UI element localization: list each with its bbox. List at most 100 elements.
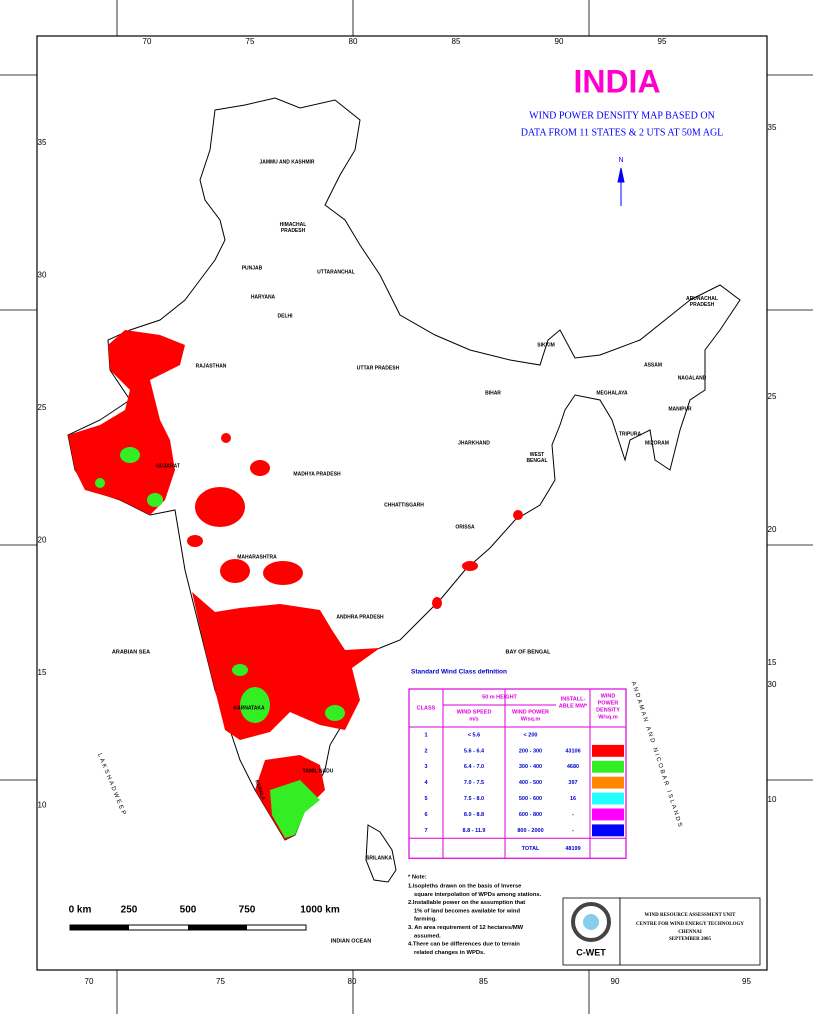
latitude-label: 10 <box>38 801 47 810</box>
class-2-zones <box>68 330 523 840</box>
longitude-label: 85 <box>452 37 461 46</box>
longitude-label: 90 <box>611 977 620 986</box>
place-label: SIKKIM <box>537 342 555 348</box>
table-cell: 3 <box>424 764 427 770</box>
zone <box>221 433 231 443</box>
place-label: HIMACHAL PRADESH <box>280 222 307 234</box>
color-swatch <box>592 760 624 773</box>
table-cell: 200 - 300 <box>519 748 542 754</box>
latitude-label: 30 <box>768 680 777 689</box>
table-header: 50 m HEIGHT <box>482 694 517 700</box>
longitude-label: 70 <box>85 977 94 986</box>
longitude-label: 80 <box>348 977 357 986</box>
longitude-label: 85 <box>479 977 488 986</box>
place-label: INDIAN OCEAN <box>331 938 371 944</box>
title: INDIA <box>573 63 660 99</box>
table-cell: 6 <box>424 812 427 818</box>
place-label: CHHATTISGARH <box>384 502 424 508</box>
zone <box>220 559 250 583</box>
latitude-label: 25 <box>768 392 777 401</box>
credit-line: SEPTEMBER 2005 <box>669 937 712 942</box>
zone <box>68 330 185 515</box>
scale-label: 0 km <box>69 905 92 916</box>
subtitle: DATA FROM 11 STATES & 2 UTS AT 50M AGL <box>521 127 724 138</box>
zone <box>147 493 163 507</box>
table-header-line: POWER <box>598 701 619 707</box>
table-cell: 397 <box>568 780 577 786</box>
place-label: PUNJAB <box>242 265 263 271</box>
note-line: farming. <box>414 917 437 923</box>
latitude-label: 30 <box>38 271 47 280</box>
credits-box <box>619 897 761 966</box>
place-label: DELHI <box>278 313 294 319</box>
north-arrow <box>617 167 625 206</box>
place-label-line: WEST <box>530 452 544 458</box>
place-label: SRILANKA <box>366 855 392 861</box>
table-header-line: INSTALL- <box>561 697 586 703</box>
table-header-line: DENSITY <box>596 708 620 714</box>
table-cell: 5.6 - 6.4 <box>464 748 485 754</box>
table-cell: 500 - 600 <box>519 796 542 802</box>
zone <box>270 780 320 838</box>
table-header-line: W/sq.m <box>598 715 618 721</box>
longitude-label: 90 <box>555 37 564 46</box>
table-cell: 1 <box>424 732 427 738</box>
credit-line: WIND RESOURCE ASSESSMENT UNIT <box>645 913 737 918</box>
longitude-label: 95 <box>742 977 751 986</box>
place-label-line: PRADESH <box>690 302 715 308</box>
longitude-label: 70 <box>143 37 152 46</box>
place-label: HARYANA <box>251 294 276 300</box>
note-line: 4.There can be differences due to terrai… <box>408 942 520 948</box>
color-swatch <box>592 792 624 805</box>
place-label: TAMIL NADU <box>303 768 334 774</box>
scale-label: 1000 km <box>300 905 340 916</box>
place-label: RAJASTHAN <box>196 363 227 369</box>
place-label: MEGHALAYA <box>596 390 628 396</box>
table-header: WIND POWER W/sq.m <box>512 710 549 723</box>
place-label: TRIPURA <box>619 431 642 437</box>
place-label: NAGALAND <box>678 375 707 381</box>
place-label: MADHYA PRADESH <box>293 471 341 477</box>
note-line: assumed. <box>414 933 441 939</box>
table-cell: 8.0 - 8.8 <box>464 812 484 818</box>
place-label: MANIPUR <box>668 406 692 412</box>
table-cell: 5 <box>424 796 427 802</box>
place-label: ARABIAN SEA <box>112 649 150 655</box>
wind-zones <box>68 330 523 840</box>
scale-bar-segment <box>70 925 129 930</box>
table-cell: 2 <box>424 748 427 754</box>
table-cell: 7 <box>424 828 427 834</box>
note-line: 1.Isopleths drawn on the basis of Invers… <box>408 884 522 890</box>
table-cell: 600 - 800 <box>519 812 542 818</box>
color-swatch <box>592 824 624 837</box>
subtitle: WIND POWER DENSITY MAP BASED ON <box>529 110 715 121</box>
content: INDIA WIND POWER DENSITY MAP BASED ON DATA… <box>38 37 777 986</box>
scale-label: 250 <box>121 905 138 916</box>
longitude-label: 75 <box>246 37 255 46</box>
logo-core <box>583 914 599 930</box>
note-line: 3. An area requirement of 12 hectares/MW <box>408 925 524 931</box>
place-label: ANDHRA PRADESH <box>336 614 384 620</box>
notes-heading: * Note: <box>408 875 427 881</box>
note-line: 1% of land becomes available for wind <box>414 908 520 914</box>
table-header-line: W/sq.m <box>521 717 541 723</box>
longitude-label: 75 <box>216 977 225 986</box>
table-cell: 6.4 - 7.0 <box>464 764 484 770</box>
logo-text: C-WET <box>576 947 606 957</box>
table-cell: 16 <box>570 796 576 802</box>
zone <box>95 478 105 488</box>
table-cell: 7.5 - 8.0 <box>464 796 484 802</box>
place-label: BAY OF BENGAL <box>506 649 552 655</box>
zone <box>120 447 140 463</box>
latitude-label: 35 <box>38 138 47 147</box>
table-header-line: m/s <box>469 717 478 723</box>
place-label: ARUNACHAL PRADESH <box>686 296 718 308</box>
latitude-label: 20 <box>38 536 47 545</box>
table-cell: - <box>572 812 574 818</box>
zone <box>232 664 248 676</box>
place-label-line: ARUNACHAL <box>686 296 718 302</box>
longitude-label: 95 <box>658 37 667 46</box>
